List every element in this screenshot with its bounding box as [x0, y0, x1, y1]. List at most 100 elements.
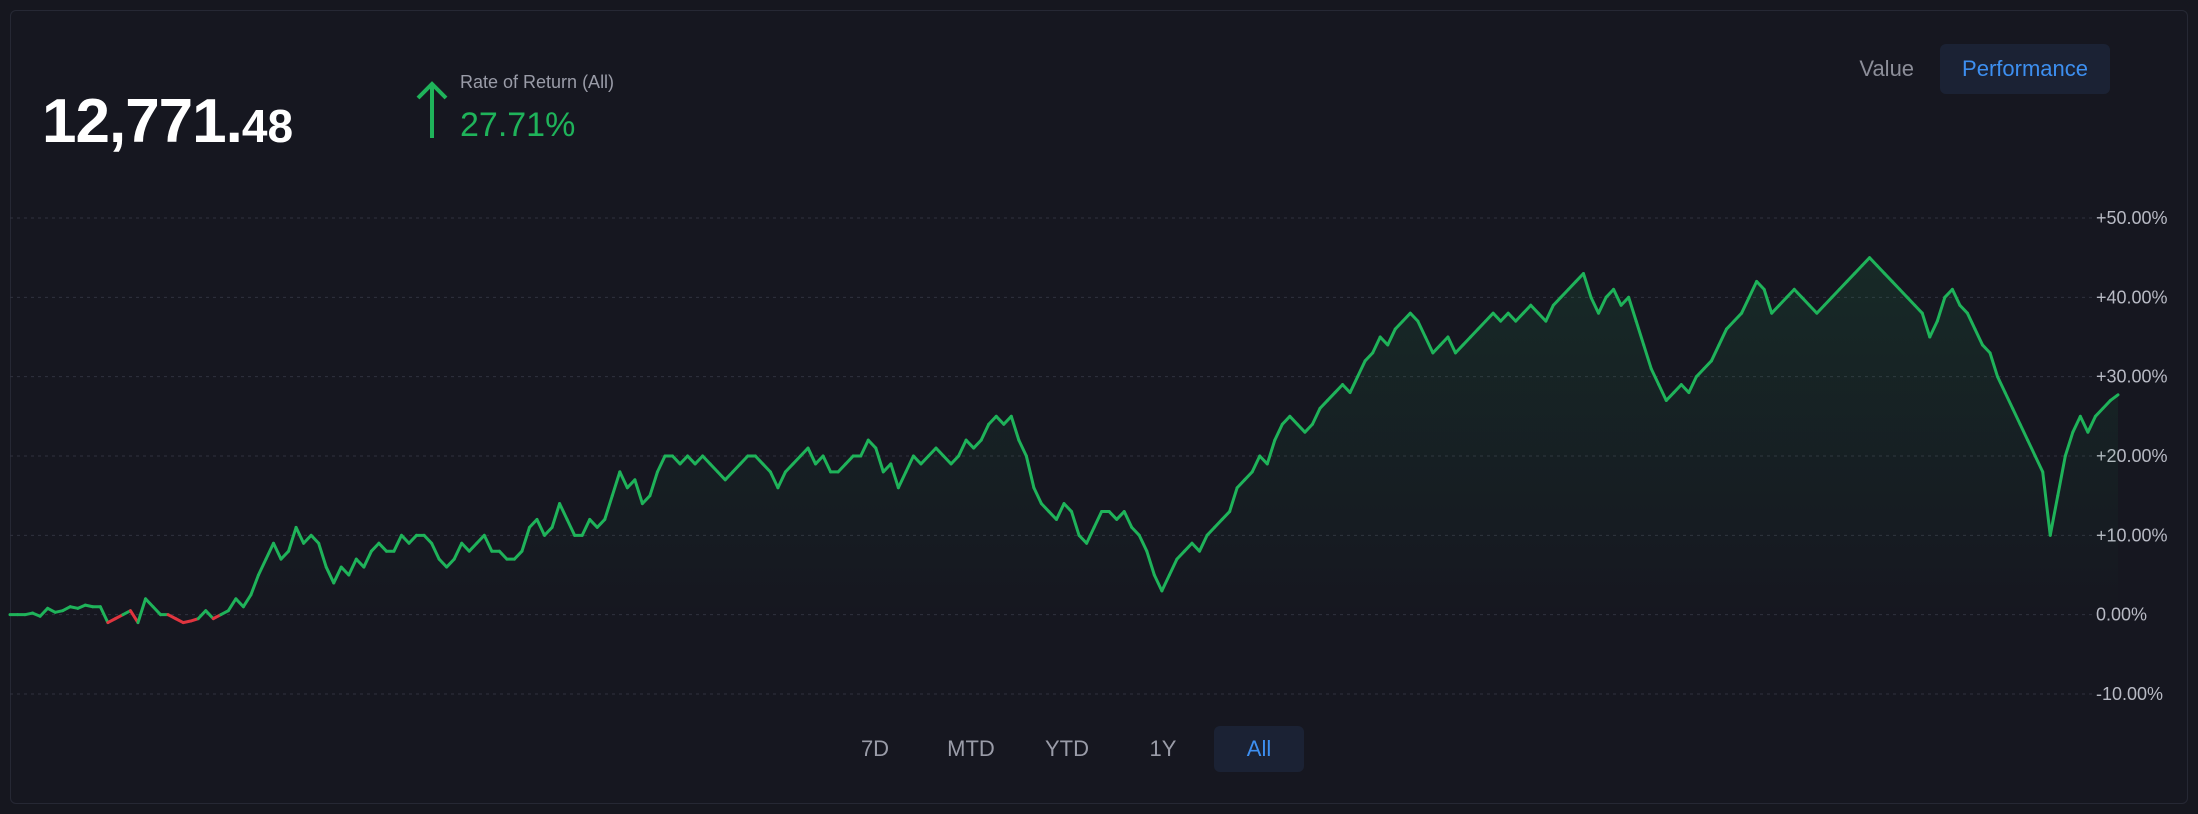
performance-view-button[interactable]: Performance	[1940, 44, 2110, 94]
performance-line-segment	[369, 541, 381, 553]
performance-line-segment	[610, 470, 622, 498]
performance-area	[10, 257, 2118, 615]
performance-line-segment	[799, 446, 810, 458]
performance-line-segment	[708, 462, 720, 474]
performance-line-segment	[1589, 295, 1601, 315]
performance-line-segment	[844, 454, 855, 466]
performance-line-segment	[1213, 517, 1224, 529]
performance-line-segment	[1709, 343, 1721, 363]
performance-line-segment	[1619, 295, 1631, 307]
performance-line-segment	[1047, 510, 1058, 521]
performance-line-segment	[1664, 391, 1676, 402]
performance-line-segment	[693, 454, 705, 466]
performance-line-segment	[1649, 367, 1661, 387]
performance-line-segment	[655, 454, 667, 474]
range-ytd-button[interactable]: YTD	[1045, 736, 1089, 761]
performance-line-segment	[1243, 470, 1254, 482]
performance-line-segment	[994, 414, 1006, 426]
performance-line-segment	[1107, 510, 1119, 521]
performance-line-segment	[1762, 287, 1774, 315]
performance-line-segment	[256, 557, 268, 577]
performance-line-segment	[1755, 279, 1766, 291]
y-tick-label: -10.00%	[2096, 684, 2163, 704]
performance-line-segment	[565, 517, 577, 537]
time-range-selector: 7D MTD YTD 1Y All	[830, 726, 1304, 772]
performance-line-segment	[2026, 438, 2037, 458]
performance-line-segment	[1514, 311, 1525, 323]
performance-line-segment	[399, 533, 411, 545]
performance-line-segment	[452, 541, 464, 561]
performance-line-segment	[527, 517, 539, 529]
performance-line-segment	[2018, 422, 2030, 442]
view-toggle: Value Performance	[1837, 44, 2110, 94]
performance-line-segment	[1529, 303, 1540, 315]
performance-line-segment	[1521, 303, 1533, 315]
performance-line-segment	[580, 517, 592, 537]
performance-line-segment	[1536, 311, 1548, 323]
performance-line-segment	[738, 454, 750, 466]
performance-line-segment	[942, 454, 953, 466]
performance-line-segment	[1017, 438, 1028, 458]
performance-line-segment	[1341, 383, 1352, 395]
range-all-button[interactable]: All	[1214, 726, 1304, 772]
performance-line-segment	[279, 549, 291, 561]
performance-line-segment	[302, 533, 313, 545]
performance-line-segment	[1868, 256, 1879, 268]
performance-line-segment	[324, 565, 336, 585]
performance-line-segment	[1438, 335, 1450, 347]
performance-line-segment	[234, 597, 245, 609]
performance-line-segment	[595, 517, 607, 529]
performance-line-segment	[1198, 533, 1209, 553]
performance-line-segment	[1453, 343, 1465, 355]
performance-line-segment	[347, 557, 358, 577]
performance-line-segment	[1295, 422, 1307, 434]
performance-line-segment	[1077, 533, 1089, 545]
portfolio-value: 12,771.48	[42, 86, 293, 157]
performance-line-segment	[874, 446, 885, 474]
performance-line-segment	[550, 502, 562, 529]
performance-line-segment	[814, 454, 825, 466]
performance-line-segment	[543, 525, 554, 537]
performance-line-segment	[686, 454, 697, 466]
value-view-button[interactable]: Value	[1859, 56, 1915, 81]
performance-line-segment	[377, 541, 388, 553]
performance-line-segment	[1980, 343, 1992, 355]
performance-line-segment	[1822, 295, 1834, 307]
performance-line-segment	[1401, 311, 1412, 323]
performance-line-segment	[1679, 383, 1691, 395]
performance-line-segment	[1235, 478, 1247, 490]
performance-line-segment	[1062, 502, 1074, 514]
performance-line-segment	[1920, 311, 1932, 339]
performance-line-segment	[1694, 367, 1706, 379]
performance-line-segment	[1258, 454, 1269, 466]
performance-line-segment	[1499, 311, 1510, 323]
performance-line-segment	[588, 517, 599, 529]
performance-line-segment	[1544, 303, 1555, 323]
performance-line-segment	[633, 478, 644, 506]
performance-line-segment	[1770, 303, 1781, 315]
performance-line-segment	[1461, 335, 1473, 347]
performance-line-segment	[2048, 494, 2060, 537]
performance-line-segment	[1574, 272, 1585, 283]
performance-line-segment	[2086, 414, 2097, 434]
performance-line-segment	[1167, 557, 1179, 577]
range-7d-button[interactable]: 7D	[860, 736, 890, 761]
performance-line-segment	[1220, 510, 1232, 521]
performance-line-segment	[881, 462, 893, 474]
performance-line-segment	[1032, 486, 1043, 506]
up-arrow-icon	[416, 81, 448, 138]
performance-line-segment	[1288, 414, 1299, 426]
performance-line-segment	[2003, 391, 2015, 410]
performance-line-segment	[1996, 375, 2007, 395]
performance-line-segment	[2033, 454, 2045, 474]
range-mtd-button[interactable]: MTD	[947, 736, 995, 761]
performance-line-segment	[2078, 414, 2090, 434]
performance-line-segment	[272, 541, 283, 561]
range-1y-button[interactable]: 1Y	[1149, 736, 1177, 761]
performance-line-segment	[1725, 319, 1736, 331]
performance-line-segment	[731, 462, 742, 474]
performance-line-segment	[38, 606, 50, 618]
y-tick-label: +40.00%	[2096, 287, 2168, 307]
performance-line-segment	[934, 446, 946, 458]
